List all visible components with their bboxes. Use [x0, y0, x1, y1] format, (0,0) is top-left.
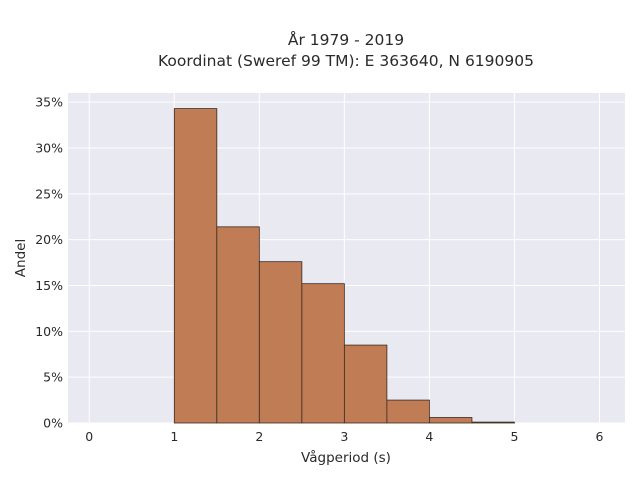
x-tick-label-1: 1 [170, 429, 178, 444]
x-tick-label-6: 6 [596, 429, 604, 444]
x-tick-labels: 0 1 2 3 4 5 6 [85, 429, 603, 444]
bar-3 [301, 283, 345, 424]
y-axis-label: Andel [13, 239, 29, 277]
x-axis-label: Vågperiod (s) [301, 449, 391, 466]
y-tick-label-4: 20% [35, 232, 63, 247]
bar-4 [343, 344, 388, 424]
y-tick-label-6: 30% [35, 141, 63, 156]
bar-2 [258, 261, 303, 424]
x-tick-label-2: 2 [255, 429, 263, 444]
y-tick-label-0: 0% [43, 416, 63, 431]
bar-7 [471, 421, 515, 424]
x-tick-label-0: 0 [85, 429, 93, 444]
x-tick-label-3: 3 [340, 429, 348, 444]
x-tick-label-4: 4 [425, 429, 433, 444]
y-tick-labels: 0% 5% 10% 15% 20% 25% 30% 35% [35, 95, 63, 431]
y-tick-label-2: 10% [35, 324, 63, 339]
y-tick-label-3: 15% [35, 278, 63, 293]
chart-title-line2: Koordinat (Sweref 99 TM): E 363640, N 61… [158, 52, 534, 70]
y-tick-label-7: 35% [35, 95, 63, 110]
y-tick-label-1: 5% [43, 370, 63, 385]
bar-1 [216, 226, 260, 424]
bars [173, 108, 515, 424]
chart-title-line1: År 1979 - 2019 [288, 30, 404, 49]
bar-0 [173, 108, 218, 424]
bar-6 [429, 417, 473, 424]
bar-5 [386, 399, 430, 424]
y-tick-label-5: 25% [35, 186, 63, 201]
x-tick-label-5: 5 [510, 429, 518, 444]
grid [68, 93, 625, 424]
